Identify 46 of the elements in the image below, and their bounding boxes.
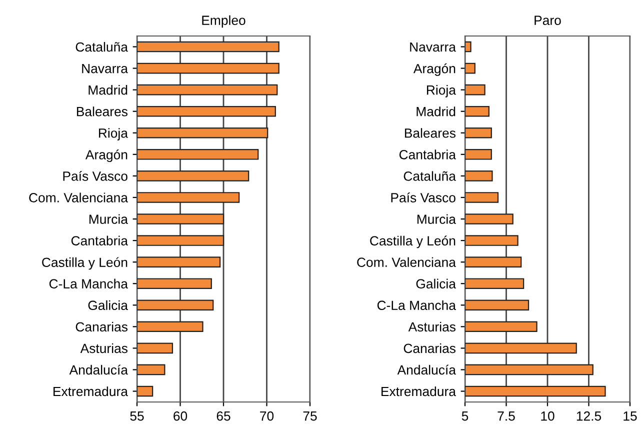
- y-tick-label: Murcia: [417, 214, 456, 224]
- y-tick-label: Aragón: [413, 63, 456, 76]
- y-tick-label: Castilla y León: [42, 257, 128, 270]
- y-tick-label: Asturias: [408, 322, 456, 332]
- y-tick-label: Andalucía: [397, 364, 456, 375]
- y-tick-label: C-La Mancha: [377, 300, 456, 310]
- y-tick-label: Extremadura: [54, 386, 128, 396]
- x-tick-label: 65: [216, 411, 230, 421]
- y-tick-label: Galicia: [88, 300, 128, 310]
- y-tick-label: Cataluña: [76, 42, 128, 52]
- x-tick-label: 60: [174, 411, 188, 421]
- y-tick-label: Madrid: [88, 85, 128, 95]
- y-tick-label: Baleares: [76, 106, 128, 116]
- y-tick-label: Aragón: [85, 150, 128, 162]
- y-tick-label: Cataluña: [404, 171, 456, 181]
- y-tick-label: Andalucía: [69, 364, 128, 375]
- y-tick-label: Cantabria: [71, 236, 128, 246]
- chart-title: Empleo: [202, 15, 246, 28]
- x-tick-label: 5: [462, 412, 468, 421]
- x-tick-label: 12.5: [576, 411, 602, 421]
- y-tick-label: Galicia: [416, 278, 456, 288]
- y-tick-label: Rioja: [426, 85, 456, 98]
- y-tick-label: Navarra: [82, 64, 128, 74]
- chart-title: Paro: [534, 16, 561, 26]
- x-tick-label: 55: [130, 412, 144, 421]
- y-tick-label: Navarra: [410, 42, 456, 52]
- x-tick-label: 7.5: [498, 412, 515, 421]
- y-tick-label: Asturias: [80, 343, 128, 354]
- y-tick-label: Madrid: [416, 106, 456, 116]
- y-tick-label: Canarias: [76, 322, 128, 332]
- y-tick-label: Canarias: [404, 343, 456, 354]
- x-tick-label: 75: [303, 412, 317, 421]
- y-tick-label: Com. Valenciana: [357, 257, 456, 267]
- x-tick-label: 15: [624, 412, 637, 421]
- y-tick-label: Rioja: [98, 128, 128, 140]
- y-tick-label: Com. Valenciana: [29, 192, 128, 202]
- x-tick-label: 70: [260, 411, 274, 421]
- y-tick-label: Cantabria: [399, 150, 456, 160]
- y-tick-label: Baleares: [404, 128, 456, 138]
- y-tick-label: Extremadura: [382, 386, 456, 396]
- y-tick-label: Castilla y León: [370, 236, 456, 248]
- x-tick-label: 10: [541, 411, 554, 421]
- y-tick-label: País Vasco: [391, 192, 456, 202]
- y-tick-label: C-La Mancha: [49, 278, 128, 288]
- y-tick-label: País Vasco: [63, 171, 128, 181]
- y-tick-label: Murcia: [89, 214, 128, 224]
